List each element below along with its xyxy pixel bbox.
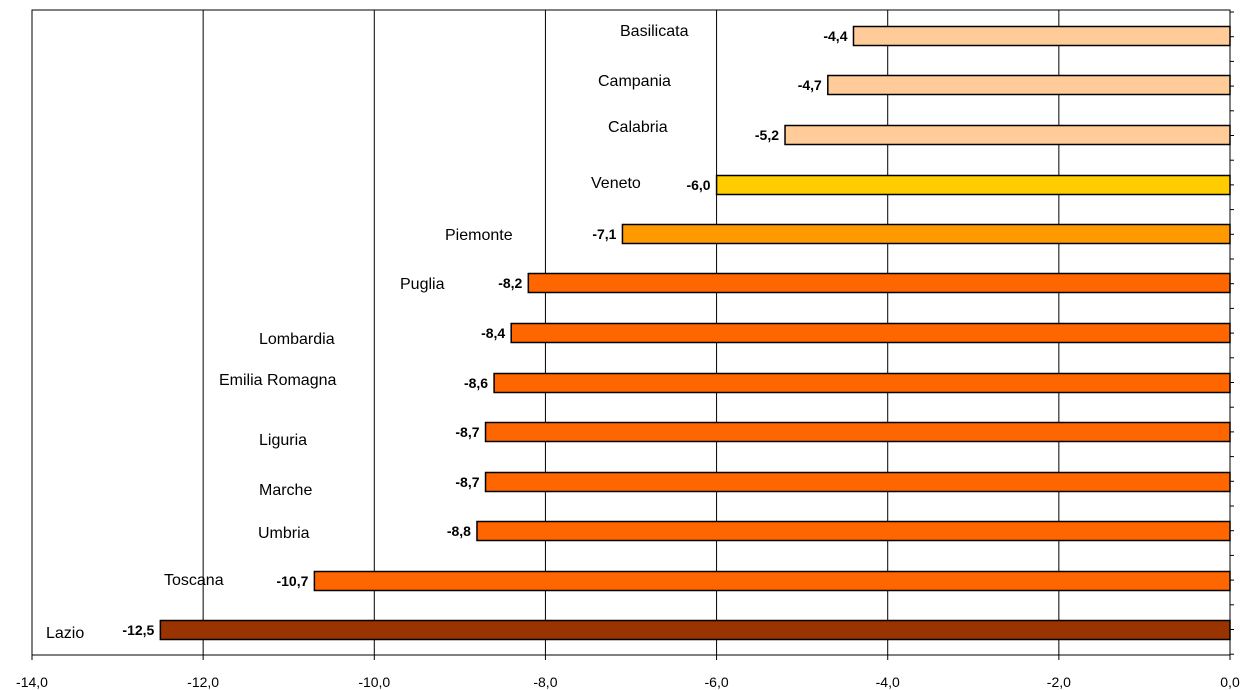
data-label: -4,7 <box>798 77 822 93</box>
category-label: Campania <box>598 73 671 90</box>
data-label: -8,8 <box>447 523 471 539</box>
category-label: Toscana <box>164 572 224 589</box>
data-label: -8,4 <box>481 325 505 341</box>
bar <box>493 372 1231 394</box>
bar <box>313 570 1231 592</box>
data-label: -10,7 <box>276 573 308 589</box>
x-tick-label: -14,0 <box>16 674 48 690</box>
x-tick-label: -8,0 <box>533 674 557 690</box>
category-label: Puglia <box>400 276 445 293</box>
x-tick-label: 0,0 <box>1220 674 1240 690</box>
x-tick-label: -6,0 <box>705 674 729 690</box>
bar <box>827 74 1231 96</box>
category-label: Umbria <box>258 525 310 542</box>
bars <box>159 25 1231 641</box>
data-label: -8,6 <box>464 375 488 391</box>
category-label: Calabria <box>608 119 668 136</box>
category-label: Veneto <box>591 175 641 192</box>
x-tick-label: -12,0 <box>187 674 219 690</box>
data-label: -8,7 <box>455 474 479 490</box>
data-label: -8,2 <box>498 275 522 291</box>
bar <box>510 322 1231 344</box>
x-tick-label: -4,0 <box>876 674 900 690</box>
data-label: -12,5 <box>122 622 154 638</box>
data-label: -7,1 <box>592 226 616 242</box>
bar <box>784 124 1231 146</box>
category-label: Lazio <box>46 625 84 642</box>
x-tick-label: -10,0 <box>358 674 390 690</box>
x-axis: -14,0 -12,0 -10,0 -8,0 -6,0 -4,0 -2,0 0,0 <box>16 11 1240 690</box>
category-label: Liguria <box>259 432 307 449</box>
category-label: Emilia Romagna <box>219 372 336 389</box>
data-label: -8,7 <box>455 424 479 440</box>
category-label: Lombardia <box>259 331 335 348</box>
data-label: -4,4 <box>823 28 847 44</box>
category-label: Piemonte <box>445 227 513 244</box>
bar <box>484 471 1231 493</box>
category-labels: -4,4 Basilicata -4,7 Campania -5,2 Calabria -6… <box>46 23 848 642</box>
bar <box>621 223 1231 245</box>
category-label: Basilicata <box>620 23 689 40</box>
x-tick-label: -2,0 <box>1047 674 1071 690</box>
bar <box>476 520 1231 542</box>
bar <box>527 272 1231 294</box>
bar <box>484 421 1231 443</box>
category-label: Marche <box>259 482 312 499</box>
bar <box>715 174 1231 196</box>
data-label: -5,2 <box>755 127 779 143</box>
bar <box>159 619 1231 641</box>
bar <box>852 25 1231 47</box>
data-label: -6,0 <box>686 177 710 193</box>
